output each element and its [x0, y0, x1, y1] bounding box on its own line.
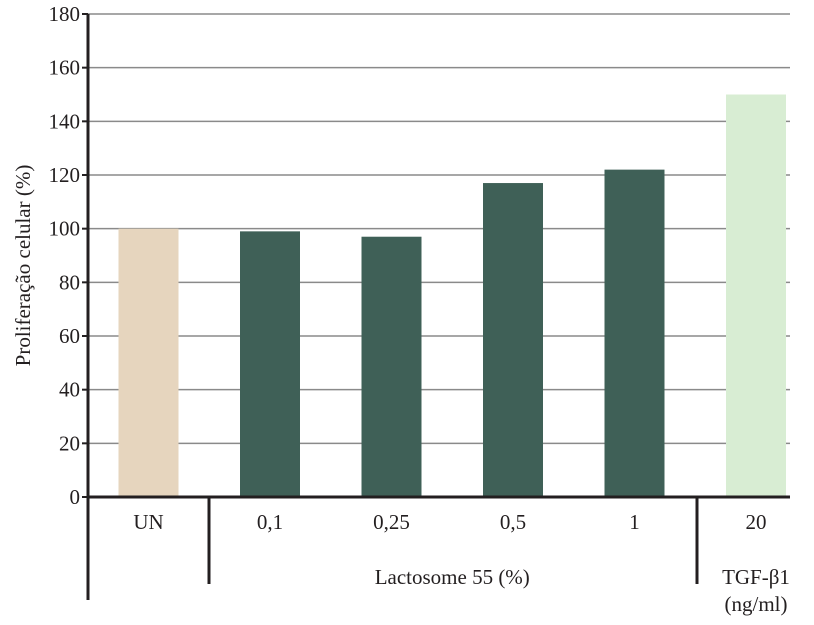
category-labels: UN 0,1 0,25 0,5 1 20 [133, 510, 766, 534]
bar [726, 94, 786, 497]
bars [118, 94, 786, 498]
bar [118, 228, 179, 497]
y-tick-label: 180 [49, 2, 81, 26]
y-tick-label: 160 [49, 56, 81, 80]
group-label: TGF-β1 [722, 565, 790, 589]
category-label: 0,25 [373, 510, 410, 534]
category-label: 1 [629, 510, 640, 534]
category-label: 0,5 [500, 510, 526, 534]
gridlines [88, 13, 790, 445]
bar [361, 236, 422, 497]
category-label: 20 [746, 510, 767, 534]
y-tick-label: 0 [70, 485, 81, 509]
group-labels: Lactosome 55 (%) TGF-β1 (ng/ml) [375, 565, 790, 616]
y-axis-label: Proliferação celular (%) [11, 165, 35, 367]
y-tick-label: 60 [59, 324, 80, 348]
bar [240, 231, 300, 497]
y-tick-label: 120 [49, 163, 81, 187]
group-label-line2: (ng/ml) [725, 592, 788, 616]
category-label: 0,1 [257, 510, 283, 534]
axes [82, 13, 790, 600]
y-tick-label: 100 [49, 217, 81, 241]
y-tick-label: 80 [59, 270, 80, 294]
y-tick-labels: 0 20 40 60 80 100 120 140 160 180 [49, 2, 81, 509]
bar [604, 169, 665, 497]
y-tick-label: 40 [59, 378, 80, 402]
y-tick-label: 20 [59, 431, 80, 455]
y-tick-label: 140 [49, 109, 81, 133]
bar [483, 183, 543, 498]
category-label: UN [133, 510, 163, 534]
group-label: Lactosome 55 (%) [375, 565, 530, 589]
